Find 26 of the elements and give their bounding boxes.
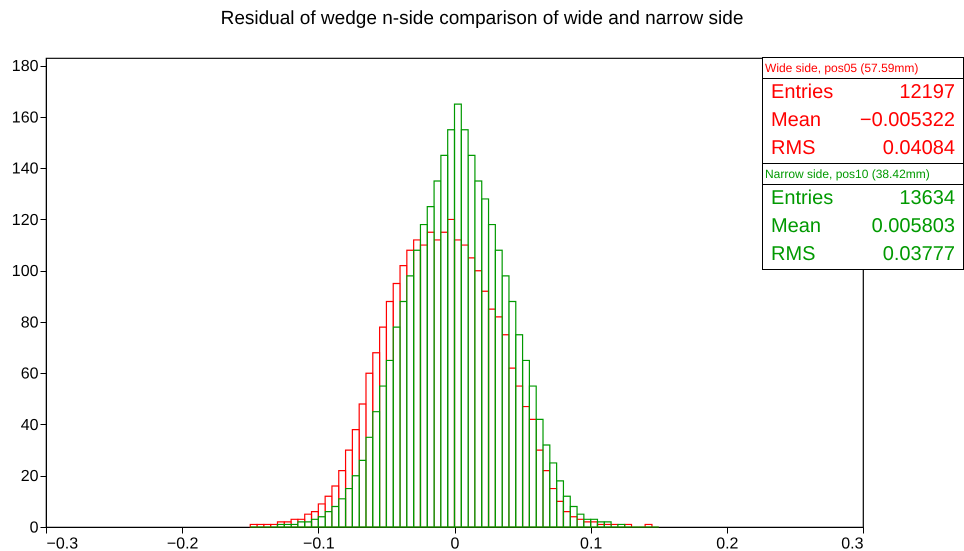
text: Wide side, pos05 (57.59mm) — [763, 58, 963, 79]
y-tick-label: 60 — [20, 366, 39, 383]
text: Narrow side, pos10 (38.42mm) — [763, 164, 963, 185]
y-tick-label: 80 — [20, 314, 39, 332]
x-tick-label: 0.3 — [841, 536, 864, 551]
y-tick-label: 0 — [30, 520, 39, 536]
y-tick-label: 140 — [12, 160, 39, 178]
chart-title: Residual of wedge n-side comparison of wide and narrow side — [220, 8, 744, 30]
text: Entries 13634 — [771, 187, 955, 209]
y-tick-label: 180 — [12, 58, 39, 76]
x-tick-label: 0 — [450, 536, 460, 551]
y-tick-label: 100 — [12, 263, 39, 280]
text: Entries 12197 — [771, 81, 955, 103]
y-tick-label: 20 — [20, 468, 39, 486]
x-tick-label: −0.1 — [303, 536, 335, 551]
x-tick-label: 0.2 — [716, 536, 739, 551]
y-tick-label: 160 — [12, 109, 39, 126]
text: RMS 0.03777 — [771, 243, 955, 265]
text: RMS 0.04084 — [771, 137, 955, 159]
y-tick-label: 40 — [20, 416, 39, 434]
x-tick-label: −0.3 — [46, 536, 78, 551]
text: Mean 0.005803 — [771, 215, 955, 237]
x-tick-label: 0.1 — [580, 536, 602, 551]
y-tick-label: 120 — [12, 212, 39, 229]
text: Mean −0.005322 — [771, 109, 955, 131]
x-tick-label: −0.2 — [166, 536, 199, 551]
